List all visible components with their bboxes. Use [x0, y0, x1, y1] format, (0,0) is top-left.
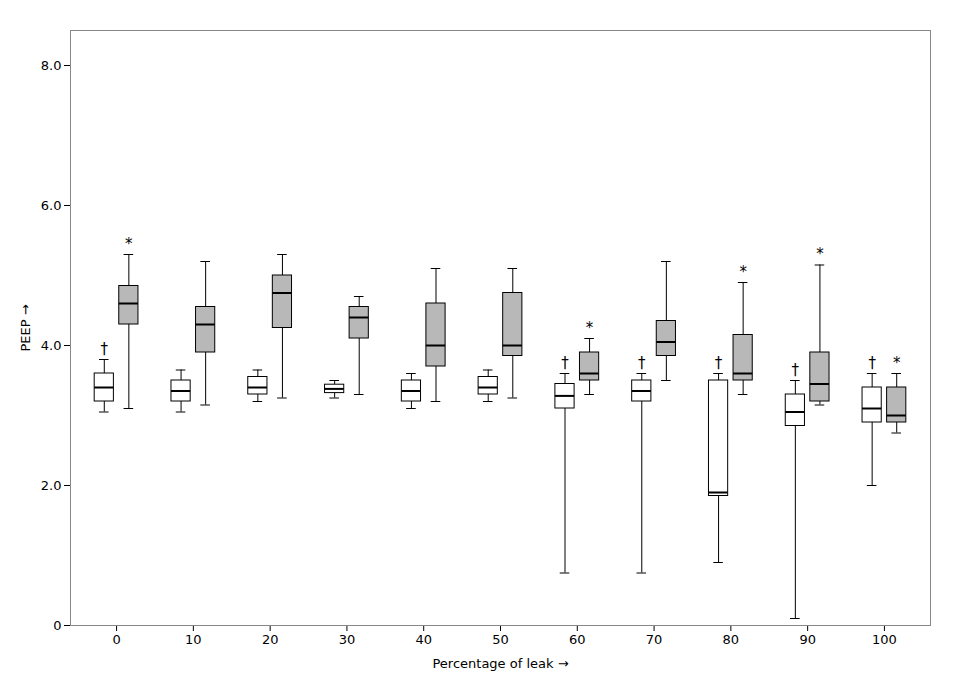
svg-text:PEEP →: PEEP →: [18, 304, 33, 351]
svg-text:†: †: [101, 340, 109, 358]
svg-text:*: *: [893, 354, 901, 372]
svg-text:†: †: [792, 361, 800, 379]
svg-text:60: 60: [569, 632, 586, 647]
svg-text:70: 70: [646, 632, 663, 647]
svg-text:6.0: 6.0: [41, 198, 62, 213]
svg-text:90: 90: [799, 632, 816, 647]
svg-text:40: 40: [415, 632, 432, 647]
svg-text:Percentage of leak →: Percentage of leak →: [432, 656, 568, 671]
svg-text:*: *: [739, 263, 747, 281]
svg-text:†: †: [868, 354, 876, 372]
svg-text:100: 100: [872, 632, 897, 647]
svg-text:30: 30: [339, 632, 356, 647]
svg-text:0: 0: [53, 618, 61, 633]
svg-text:20: 20: [262, 632, 279, 647]
svg-text:50: 50: [492, 632, 509, 647]
svg-text:†: †: [638, 354, 646, 372]
svg-text:80: 80: [723, 632, 740, 647]
svg-text:*: *: [816, 245, 824, 263]
svg-text:2.0: 2.0: [41, 478, 62, 493]
svg-text:*: *: [125, 235, 133, 253]
svg-text:†: †: [561, 354, 569, 372]
svg-text:4.0: 4.0: [41, 338, 62, 353]
svg-text:†: †: [715, 354, 723, 372]
svg-text:*: *: [586, 319, 594, 337]
svg-text:10: 10: [185, 632, 202, 647]
svg-text:8.0: 8.0: [41, 58, 62, 73]
svg-text:0: 0: [112, 632, 120, 647]
